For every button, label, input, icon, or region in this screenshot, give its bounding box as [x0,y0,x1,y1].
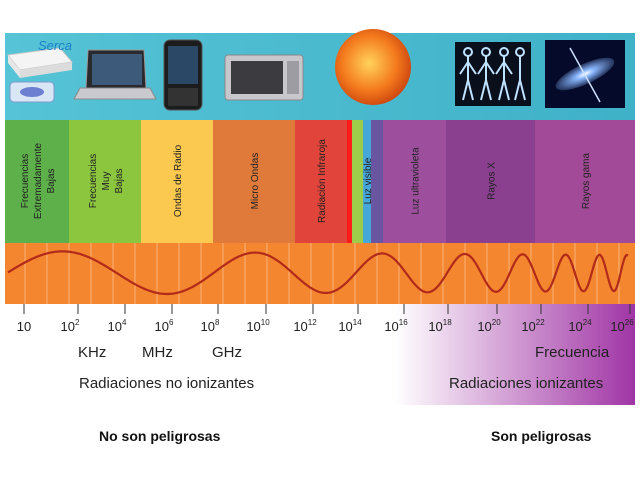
tick-label: 1016 [384,318,408,334]
tick-label: 106 [155,318,174,334]
band-11 [535,120,635,243]
tick-label: 102 [61,318,80,334]
not-dangerous-label: No son peligrosas [99,428,221,444]
dangerous-label: Son peligrosas [491,428,592,444]
brand-logo-text: Serca [38,38,72,53]
band-label-4: Radiación Infraroja [317,139,328,223]
sun-icon [335,29,411,105]
unit-khz: KHz [78,344,106,361]
frequency-ticks: 10 102 104 106 108 1010 1012 1014 1016 1018 1020 10… [17,304,634,334]
band-2 [141,120,213,243]
xray-skeletons-icon [455,42,531,106]
unit-mhz: MHz [142,344,173,361]
spectrum-bands: Frecuencias Extremadamente Bajas Frecuencia… [5,120,635,243]
band-label-9: Luz ultravioleta [411,147,422,215]
band-label-10: Rayos X [487,162,498,200]
non-ionizing-label: Radiaciones no ionizantes [79,375,254,392]
tick-label: 1010 [246,318,270,334]
tick-label: 1022 [521,318,545,334]
tick-label: 104 [108,318,127,334]
band-0 [5,120,69,243]
band-4 [295,120,347,243]
tick-label: 108 [201,318,220,334]
band-3 [213,120,295,243]
band-label-1: Frecuencias Muy Bajas [88,154,125,208]
band-label-2: Ondas de Radio [173,144,184,217]
tick-label: 1014 [338,318,362,334]
smartphone-icon [163,39,203,111]
galaxy-icon [545,40,625,108]
band-7 [363,120,371,243]
band-label-3: Micro Ondas [250,153,261,210]
band-10 [446,120,535,243]
frequency-label: Frecuencia [535,344,610,361]
tick-label: 1026 [610,318,634,334]
wave-line [7,250,629,296]
tick-label: 1018 [428,318,452,334]
mattress-icon [7,47,73,103]
band-6 [352,120,363,243]
laptop-icon [73,49,157,100]
tick-label: 1020 [477,318,501,334]
tick-label: 10 [17,319,31,334]
band-label-0: Frecuencias Extremadamente Bajas [20,142,57,219]
ionizing-label: Radiaciones ionizantes [449,375,603,392]
band-label-7: Luz visible [363,157,374,204]
band-9 [383,120,446,243]
band-label-11: Rayos gama [581,152,592,209]
tick-label: 1012 [293,318,317,334]
band-1 [69,120,141,243]
wave-strip [5,243,635,304]
microwave-icon [224,54,304,101]
unit-ghz: GHz [212,344,242,361]
ionizing-gradient-area [395,304,635,405]
tick-label: 1024 [568,318,592,334]
band-5 [347,120,352,243]
band-8 [371,120,383,243]
